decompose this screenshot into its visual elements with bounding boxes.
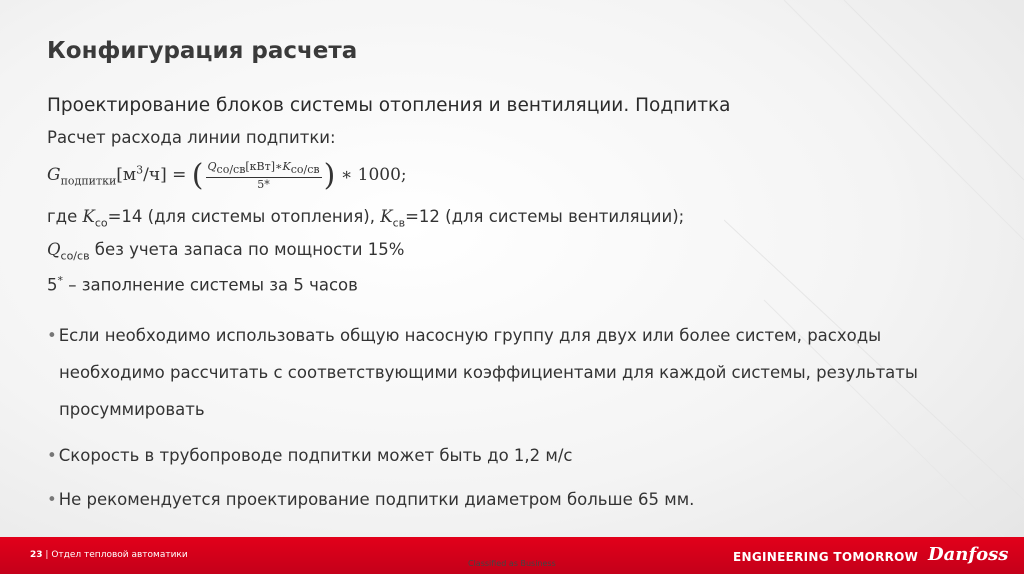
text: =12 (для системы вентиляции);	[405, 207, 685, 226]
q-line: Qсо/св без учета запаса по мощности 15%	[47, 240, 404, 262]
symbol: Q	[207, 159, 217, 173]
subtitle: Проектирование блоков системы отопления …	[47, 95, 731, 116]
slogan: ENGINEERING TOMORROW	[733, 550, 919, 564]
formula: Gподпитки[м3/ч] = (Qсо/св[кВт]∗Kсо/св 5*)…	[47, 158, 407, 193]
logo: Danfoss	[928, 544, 1009, 565]
superscript: 3	[136, 163, 144, 177]
symbol: Q	[47, 240, 61, 259]
unit: [кВт]∗	[245, 159, 283, 173]
symbol: K	[282, 159, 291, 173]
classification: Classified as Business	[468, 559, 556, 568]
symbol: K	[82, 207, 95, 226]
footer-left: 23 | Отдел тепловой автоматики	[30, 550, 188, 560]
subscript: со/св	[216, 163, 246, 177]
bullet: Скорость в трубопроводе подпитки может б…	[47, 437, 959, 474]
text: где	[47, 207, 83, 226]
text: =14 (для системы отопления),	[107, 207, 381, 226]
symbol: G	[47, 165, 61, 185]
superscript: *	[57, 274, 64, 287]
subscript: св	[392, 216, 406, 230]
bullet: Не рекомендуется проектирование подпитки…	[47, 481, 959, 518]
text: без учета запаса по мощности 15%	[89, 240, 405, 259]
unit: /ч] =	[143, 165, 187, 185]
paren: (	[191, 158, 204, 193]
bullet: Если необходимо использовать общую насос…	[47, 317, 959, 428]
title: Конфигурация расчета	[47, 38, 358, 64]
subscript: подпитки	[60, 174, 117, 188]
separator: |	[45, 550, 49, 560]
subscript: со/св	[290, 163, 320, 177]
subscript: со	[94, 216, 108, 230]
symbol: K	[380, 207, 393, 226]
coef-line: где Kсо=14 (для системы отопления), Kсв=…	[47, 207, 684, 229]
subscript: со/св	[60, 249, 90, 263]
page-number: 23	[30, 550, 43, 560]
fraction: Qсо/св[кВт]∗Kсо/св 5*	[205, 159, 322, 192]
text: 5	[47, 275, 58, 295]
text: – заполнение системы за 5 часов	[63, 275, 358, 295]
paren: )	[323, 158, 336, 193]
department: Отдел тепловой автоматики	[51, 550, 188, 560]
intro: Расчет расхода линии подпитки:	[47, 128, 336, 147]
footer-bar: 23 | Отдел тепловой автоматики Classifie…	[0, 537, 1024, 574]
fill-line: 5* – заполнение системы за 5 часов	[47, 274, 358, 295]
unit: [м	[116, 165, 137, 185]
denominator: 5*	[257, 178, 270, 192]
multiplier: ∗ 1000;	[340, 165, 407, 185]
